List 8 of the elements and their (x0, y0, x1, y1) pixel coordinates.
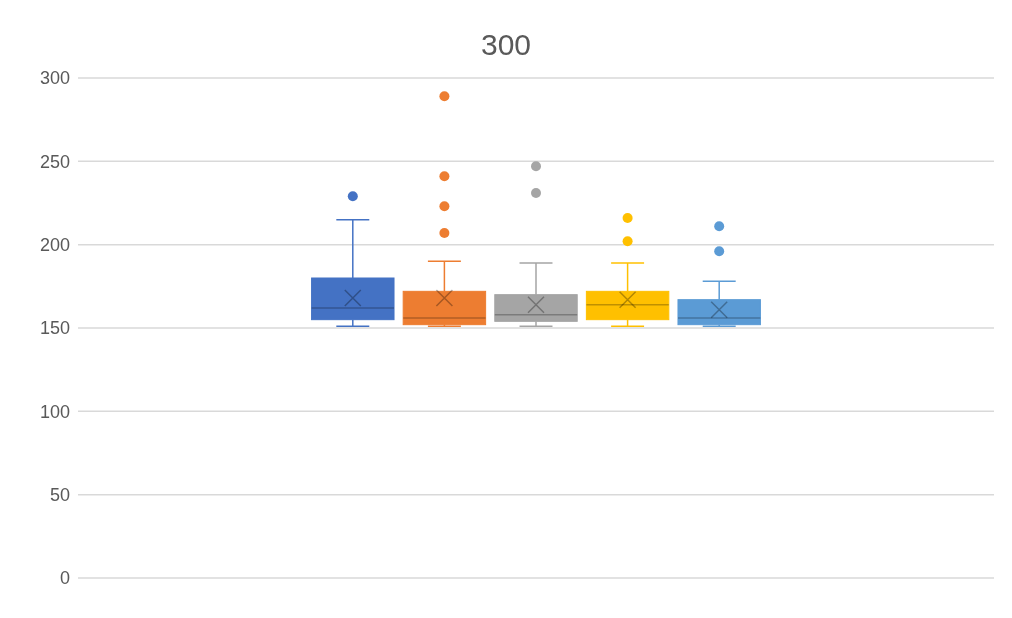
y-tick-label: 300 (39, 68, 70, 89)
y-tick-label: 250 (39, 151, 70, 172)
y-tick-label: 50 (49, 485, 70, 506)
y-tick-label: 100 (39, 401, 70, 422)
y-tick-label: 200 (39, 235, 70, 256)
y-tick-label: 150 (39, 318, 70, 339)
chart-title: 300 (479, 27, 533, 63)
y-tick-label: 0 (59, 568, 70, 589)
